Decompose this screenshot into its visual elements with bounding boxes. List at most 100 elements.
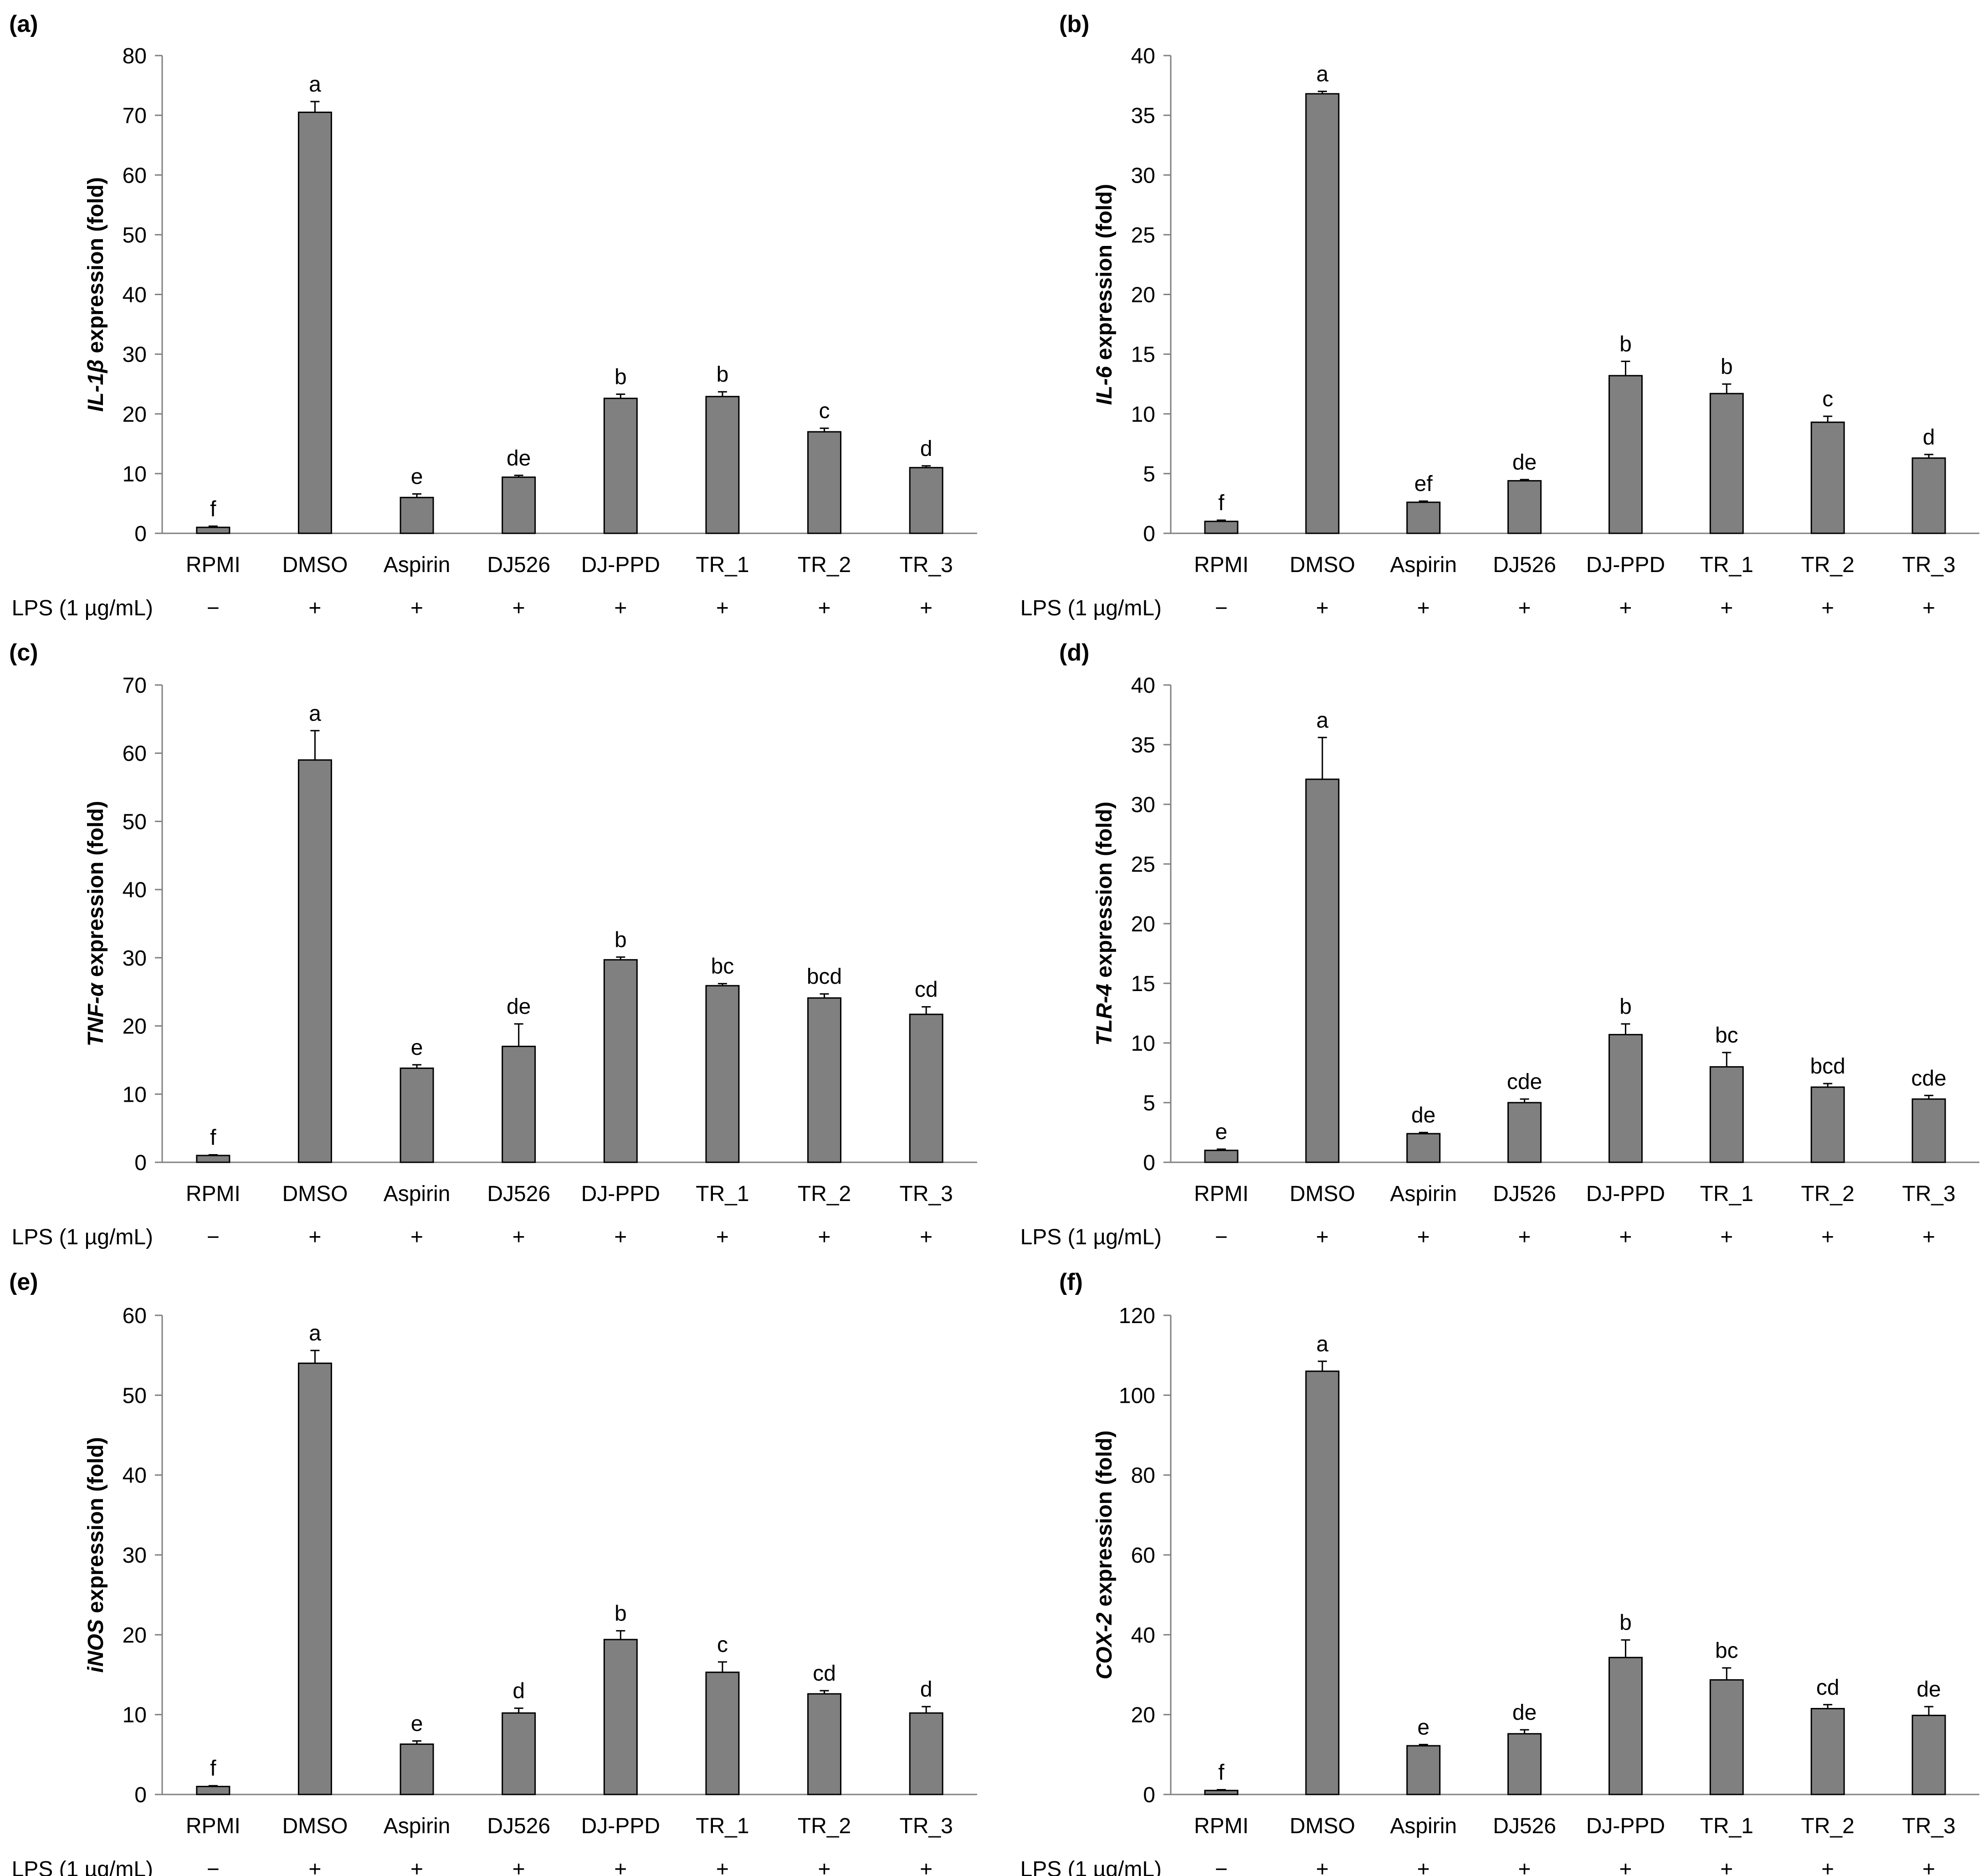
significance-letter: de: [1916, 1677, 1941, 1702]
lps-sign: +: [1720, 1857, 1733, 1876]
bar: [705, 985, 740, 1163]
y-tick-label: 35: [1131, 733, 1155, 757]
bar: [502, 1045, 536, 1163]
significance-letter: a: [309, 701, 321, 726]
significance-letter: de: [1512, 450, 1537, 475]
significance-letter: b: [1721, 355, 1733, 379]
y-tick-label: 10: [123, 462, 147, 486]
chart-panel-2: (b) 0 5 10 15 20 25 30 35 40 IL-6 expression (fold…: [1020, 11, 1979, 620]
bar: [400, 1067, 434, 1163]
bar: [1507, 1733, 1542, 1795]
bar: [1305, 1370, 1340, 1795]
bar: [400, 1743, 434, 1795]
y-tick-label: 40: [123, 878, 147, 902]
y-tick-label: 60: [123, 1304, 147, 1328]
lps-sign: +: [1417, 596, 1430, 620]
y-tick-label: 20: [123, 403, 147, 427]
y-axis-label-suffix: expression (fold): [84, 177, 108, 359]
bar: [1608, 375, 1643, 534]
lps-sign: +: [1720, 1225, 1733, 1249]
lps-sign: +: [1316, 1857, 1329, 1876]
significance-letter: f: [1218, 491, 1225, 515]
significance-letter: a: [1316, 1332, 1328, 1356]
significance-letter: b: [615, 1602, 627, 1626]
bar: [909, 1712, 943, 1795]
significance-letter: bc: [711, 955, 734, 979]
category-label: TR_2: [798, 1182, 851, 1206]
y-axis-label-gene: IL-1β: [84, 359, 108, 412]
y-tick-label: 0: [1143, 522, 1155, 546]
lps-sign: +: [308, 1857, 321, 1876]
category-label: RPMI: [186, 1182, 241, 1206]
lps-sign: +: [1518, 1225, 1531, 1249]
lps-row-label: LPS (1 µg/mL): [1020, 596, 1162, 620]
lps-sign: +: [1619, 596, 1632, 620]
category-label: TR_3: [1902, 1814, 1955, 1838]
significance-letter: cde: [1507, 1070, 1542, 1094]
category-label: RPMI: [1194, 553, 1249, 577]
category-label: Aspirin: [384, 1182, 451, 1206]
bar: [807, 997, 842, 1163]
lps-sign: +: [512, 1857, 525, 1876]
significance-letter: ef: [1414, 472, 1433, 496]
y-axis-label-gene: COX-2: [1092, 1612, 1117, 1679]
category-label: DJ526: [1493, 1182, 1556, 1206]
bar: [196, 1785, 231, 1795]
significance-letter: f: [1218, 1760, 1225, 1784]
y-axis-label-suffix: expression (fold): [1092, 1431, 1117, 1613]
y-tick-label: 20: [1131, 283, 1155, 307]
lps-sign: +: [614, 1225, 627, 1249]
lps-sign: +: [716, 1225, 729, 1249]
significance-letter: a: [309, 72, 321, 97]
category-label: TR_1: [696, 553, 749, 577]
y-tick-label: 25: [1131, 853, 1155, 877]
lps-sign: +: [614, 596, 627, 620]
category-label: TR_3: [900, 1814, 953, 1838]
lps-sign: +: [1316, 596, 1329, 620]
bar: [1810, 1086, 1845, 1163]
y-tick-label: 0: [1143, 1151, 1155, 1175]
category-label: TR_3: [1902, 553, 1955, 577]
category-label: TR_2: [798, 553, 851, 577]
lps-sign: +: [410, 1225, 423, 1249]
bar: [705, 396, 740, 534]
lps-sign: +: [920, 596, 933, 620]
category-label: TR_2: [1801, 553, 1855, 577]
category-label: TR_1: [1700, 1182, 1753, 1206]
y-tick-label: 60: [123, 742, 147, 766]
y-axis-label: IL-6 expression (fold): [1092, 184, 1117, 405]
y-tick-label: 70: [123, 674, 147, 698]
significance-letter: b: [1619, 332, 1632, 356]
bar: [297, 112, 332, 534]
bar: [1709, 393, 1744, 534]
significance-letter: b: [717, 363, 729, 387]
category-label: Aspirin: [1390, 553, 1457, 577]
lps-sign: −: [1215, 596, 1228, 620]
significance-letter: f: [210, 497, 216, 521]
significance-letter: bcd: [807, 965, 842, 989]
bar: [1507, 1102, 1542, 1163]
y-axis-label-suffix: expression (fold): [84, 801, 108, 983]
y-tick-label: 50: [123, 810, 147, 834]
y-tick-label: 60: [123, 164, 147, 188]
y-tick-label: 30: [1131, 793, 1155, 817]
y-axis-label: iNOS expression (fold): [84, 1437, 108, 1672]
bar: [705, 1672, 740, 1795]
y-tick-label: 60: [1131, 1544, 1155, 1568]
bar: [196, 1155, 231, 1163]
lps-sign: +: [818, 1857, 831, 1876]
bar: [1810, 421, 1845, 534]
y-tick-label: 120: [1119, 1304, 1155, 1328]
lps-sign: +: [512, 1225, 525, 1249]
y-tick-label: 15: [1131, 972, 1155, 996]
significance-letter: e: [411, 465, 423, 489]
lps-sign: +: [1417, 1857, 1430, 1876]
bar: [297, 1362, 332, 1795]
y-tick-label: 70: [123, 104, 147, 128]
y-tick-label: 40: [1131, 44, 1155, 68]
category-label: TR_3: [900, 1182, 953, 1206]
y-tick-label: 0: [1143, 1783, 1155, 1807]
lps-sign: +: [1922, 1857, 1935, 1876]
lps-sign: +: [1821, 1225, 1834, 1249]
lps-sign: −: [207, 596, 220, 620]
